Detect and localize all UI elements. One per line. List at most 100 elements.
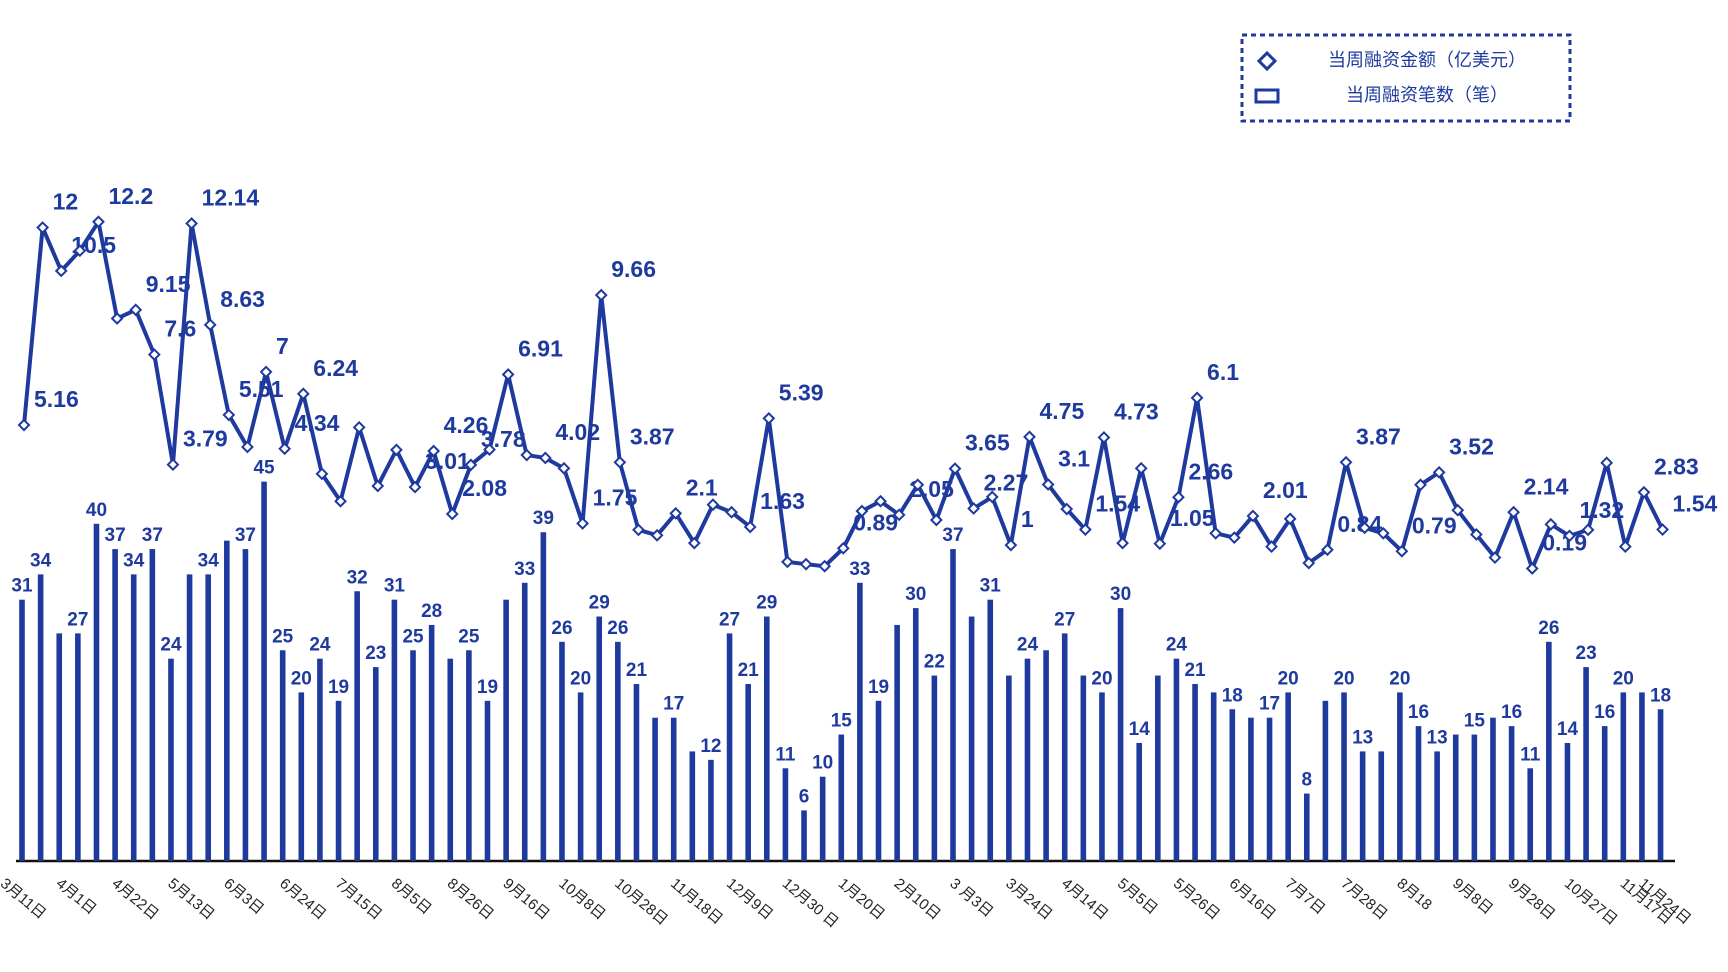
line-marker [1507,505,1521,519]
line-value-label: 3.1 [1058,446,1090,472]
bar [1099,692,1105,861]
bar [596,616,603,861]
line-value-label: 3.87 [1356,423,1401,449]
legend-swatch [1256,50,1278,72]
legend-box [1240,33,1572,123]
line-marker [352,420,366,434]
bar-value-label: 16 [1408,702,1429,723]
line-value-label: 12.2 [108,183,153,209]
bar [503,599,509,861]
bar [912,608,919,861]
bar [615,641,621,861]
line-marker [1525,562,1539,575]
bar-value-label: 33 [514,559,535,580]
bar [689,751,696,861]
bar [764,616,770,861]
line-marker [483,443,496,456]
line-marker [1618,540,1632,553]
bar-value-label: 13 [1427,727,1448,748]
bar-value-label: 24 [309,635,331,656]
line-marker [818,559,832,573]
bar-value-label: 40 [86,500,107,521]
line-marker [1637,485,1651,499]
bar-value-label: 33 [849,559,870,580]
bar [1527,768,1534,861]
bar [726,633,733,861]
line-value-label: 12.14 [202,185,260,211]
line-marker [371,479,385,493]
bar [1583,667,1589,861]
x-tick-label: 9月28日 [1505,875,1558,923]
line-value-label: 9.66 [611,256,656,282]
bar [1546,641,1552,861]
line-marker [334,494,347,508]
line-value-label: 6.91 [518,336,563,362]
bar-value-label: 25 [458,626,480,647]
bar [1471,734,1478,861]
bar [1136,742,1142,861]
bar [205,574,211,861]
bar [1285,692,1291,861]
x-tick-label: 2月10日 [891,875,944,923]
bar [1210,692,1217,861]
x-tick-label: 12月9日 [723,875,776,923]
bar [708,759,714,861]
legend-label: 当周融资笔数（笔） [1346,85,1508,105]
bar [224,540,230,861]
line-marker [1265,540,1278,553]
line-marker [613,455,627,469]
line-marker [836,541,850,555]
bar-value-label: 27 [67,609,88,630]
line-marker [1153,537,1167,551]
bar [801,810,807,861]
line-marker [1246,509,1260,523]
line-marker [594,288,608,302]
line-marker [874,494,887,508]
bar-value-label: 30 [905,584,926,605]
line-marker [1488,551,1502,564]
line-marker [222,408,236,422]
x-tick-label: 5月26日 [1170,875,1223,923]
bar-value-label: 24 [1017,635,1039,656]
line-marker [1563,529,1576,543]
legend-swatch [1254,88,1280,104]
x-tick-label: 8月26日 [444,875,497,923]
bar-value-label: 12 [700,736,721,757]
line-marker [1600,456,1614,470]
bar [857,582,863,861]
x-tick-label: 3月11日 [0,875,49,923]
bar-value-label: 31 [980,576,1002,597]
bar [1341,692,1347,861]
bar [577,692,584,861]
bar-value-label: 18 [1650,685,1671,706]
bar-value-label: 19 [328,677,349,698]
bar [335,700,342,861]
bar [168,658,174,861]
bar-value-label: 16 [1594,702,1615,723]
bar [1378,751,1385,861]
bar [782,768,789,861]
bar [447,658,454,861]
line-value-label: 1 [1021,506,1034,532]
line-marker [1432,465,1446,479]
bar [652,717,658,861]
bar-value-label: 25 [272,626,294,647]
bar-value-label: 37 [105,525,126,546]
bar [1266,717,1273,861]
legend-label: 当周融资金额（亿美元） [1328,50,1526,70]
bar-value-label: 20 [1091,668,1112,689]
bar-value-label: 31 [384,576,406,597]
bar [279,650,286,861]
bar [633,683,640,861]
bar [987,599,994,861]
line-marker [241,440,254,454]
line-marker [929,513,943,527]
line-marker [1227,531,1241,545]
bar [1620,692,1627,861]
line-value-label: 6.1 [1207,359,1239,385]
bar-value-label: 19 [868,677,889,698]
bar [410,650,416,861]
line-marker [781,555,794,569]
bar [261,481,267,861]
bar-value-label: 15 [831,711,853,732]
